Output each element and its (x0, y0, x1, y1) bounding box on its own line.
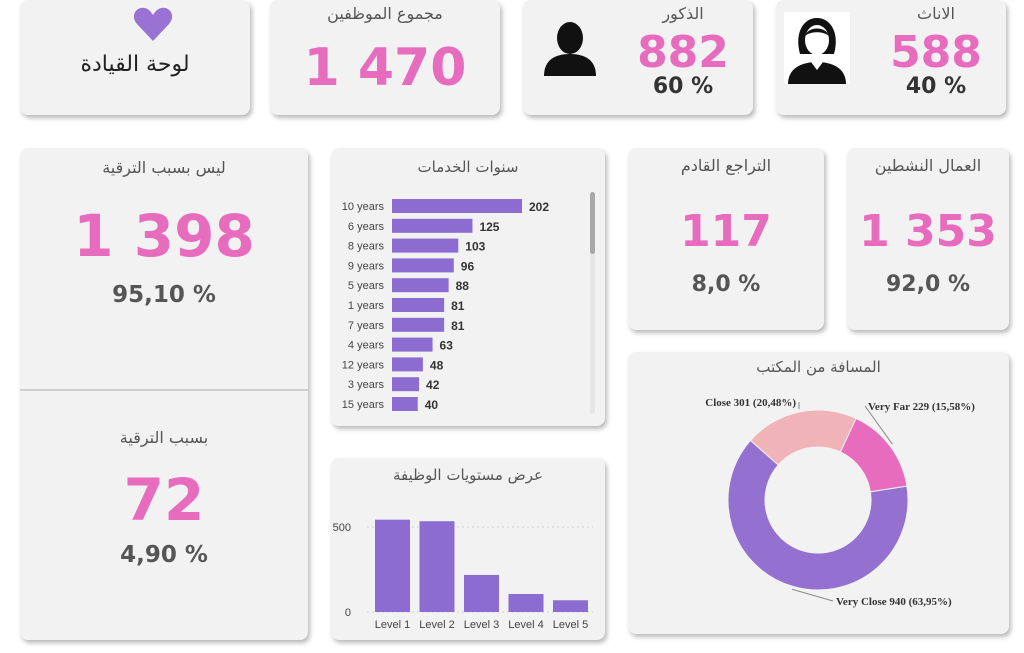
years-data-label: 125 (479, 220, 499, 234)
levels-bar[interactable] (375, 519, 410, 612)
years-data-label: 81 (451, 319, 465, 333)
years-bar[interactable] (392, 238, 459, 253)
distance-leader-line (864, 405, 893, 445)
years-data-label: 63 (440, 339, 454, 353)
years-bar[interactable] (392, 298, 445, 312)
attrition-percent: 8,0 % (691, 272, 761, 297)
years-tick-label: 5 years (348, 280, 385, 292)
levels-bar-chart: 500 0 Level 1 Level 2 Level 3 Level 4 Level 5 (333, 519, 593, 631)
years-data-label: 96 (461, 259, 475, 273)
years-scrollbar[interactable] (590, 192, 595, 414)
promoted-value: 72 (123, 466, 205, 534)
attrition-value: 117 (680, 206, 772, 257)
active-title: العمال النشطين (874, 156, 982, 175)
years-bar[interactable] (392, 278, 449, 293)
years-data-label: 40 (425, 398, 439, 412)
years-chart-title: سنوات الخدمات (417, 158, 519, 176)
levels-x-tick: Level 2 (419, 619, 454, 631)
heart-icon (133, 7, 173, 41)
female-icon-box (784, 12, 850, 84)
years-tick-label: 1 years (348, 300, 385, 312)
years-data-label: 42 (426, 378, 440, 392)
years-bar[interactable] (392, 317, 445, 332)
distance-data-label: Very Close 940 (63,95%) (836, 596, 952, 608)
distance-data-label: Close 301 (20,48%) (705, 397, 796, 409)
males-title: الذكور (662, 4, 704, 23)
attrition-card: التراجع القادم 117 8,0 % (628, 148, 824, 330)
years-tick-label: 10 years (342, 201, 385, 213)
promoted-percent: 4,90 % (120, 542, 208, 568)
levels-bar[interactable] (553, 600, 588, 612)
males-percent: 60 % (652, 74, 714, 99)
years-bar-chart: 10 years 202 6 years 125 8 years 103 9 years 96… (342, 199, 549, 412)
males-value: 882 (637, 27, 729, 78)
years-data-label: 88 (456, 279, 470, 293)
distance-data-label: Very Far 229 (15,58%) (868, 401, 975, 413)
years-tick-label: 9 years (348, 260, 385, 272)
active-percent: 92,0 % (886, 272, 970, 297)
distance-donut-chart: Close 301 (20,48%) Very Far 229 (15,58%) V… (705, 397, 975, 608)
years-bar[interactable] (392, 397, 418, 411)
total-employees-value: 1 470 (303, 38, 467, 98)
job-levels-card: عرض مستويات الوظيفة 500 0 Level 1 Level 2 Le… (331, 458, 605, 640)
years-of-service-card: سنوات الخدمات 10 years 202 6 years 125 8 yea… (331, 148, 605, 426)
females-percent: 40 % (905, 74, 967, 99)
distance-chart-title: المسافة من المكتب (756, 358, 881, 376)
promoted-title: بسبب الترقية (119, 428, 209, 447)
levels-x-tick: Level 1 (375, 619, 410, 631)
females-value: 588 (890, 27, 982, 78)
years-data-label: 202 (529, 200, 549, 214)
years-data-label: 103 (465, 240, 485, 254)
years-bar[interactable] (392, 337, 433, 352)
levels-x-tick: Level 4 (508, 619, 543, 631)
not-promoted-percent: 95,10 % (112, 282, 216, 308)
females-card: الاناث 588 40 % (776, 0, 1006, 115)
years-tick-label: 6 years (348, 221, 385, 233)
years-tick-label: 3 years (348, 379, 385, 391)
attrition-title: التراجع القادم (680, 156, 772, 175)
active-workers-card: العمال النشطين 1 353 92,0 % (847, 148, 1009, 330)
years-tick-label: 12 years (342, 359, 385, 371)
levels-y-tick: 0 (345, 607, 351, 619)
years-bar[interactable] (392, 199, 522, 213)
total-employees-card: مجموع الموظفين 1 470 (270, 0, 500, 115)
males-card: الذكور 882 60 % (523, 0, 753, 115)
years-data-label: 81 (451, 299, 465, 313)
years-tick-label: 8 years (348, 241, 385, 253)
distance-leader-line (791, 588, 834, 602)
levels-bar[interactable] (419, 521, 455, 612)
levels-x-tick: Level 3 (464, 619, 499, 631)
total-employees-title: مجموع الموظفين (327, 4, 443, 23)
not-promoted-title: ليس بسبب الترقية (102, 158, 226, 177)
male-user-icon (544, 22, 596, 76)
females-title: الاناث (917, 4, 955, 23)
not-promoted-value: 1 398 (73, 202, 255, 270)
levels-bar[interactable] (508, 593, 544, 612)
years-scrollbar-thumb[interactable] (590, 192, 595, 254)
years-data-label: 48 (430, 358, 444, 372)
years-tick-label: 4 years (348, 340, 385, 352)
distance-slice[interactable] (727, 439, 909, 591)
levels-chart-title: عرض مستويات الوظيفة (392, 466, 544, 484)
female-user-icon (788, 18, 846, 84)
levels-bar[interactable] (464, 574, 499, 612)
years-tick-label: 7 years (348, 320, 385, 332)
dashboard-label: لوحة القيادة (80, 52, 190, 77)
years-tick-label: 15 years (342, 399, 385, 411)
promotion-card: ليس بسبب الترقية 1 398 95,10 % بسبب التر… (20, 148, 308, 640)
years-bar[interactable] (392, 357, 423, 372)
levels-x-tick: Level 5 (553, 619, 588, 631)
years-bar[interactable] (392, 377, 420, 392)
levels-y-tick: 500 (333, 522, 351, 534)
dashboard-card[interactable]: لوحة القيادة (20, 0, 250, 115)
years-bar[interactable] (392, 218, 473, 233)
years-bar[interactable] (392, 258, 454, 273)
section-divider (20, 389, 308, 391)
distance-card: المسافة من المكتب Close 301 (20,48%) Very… (628, 352, 1009, 634)
active-value: 1 353 (859, 206, 997, 257)
